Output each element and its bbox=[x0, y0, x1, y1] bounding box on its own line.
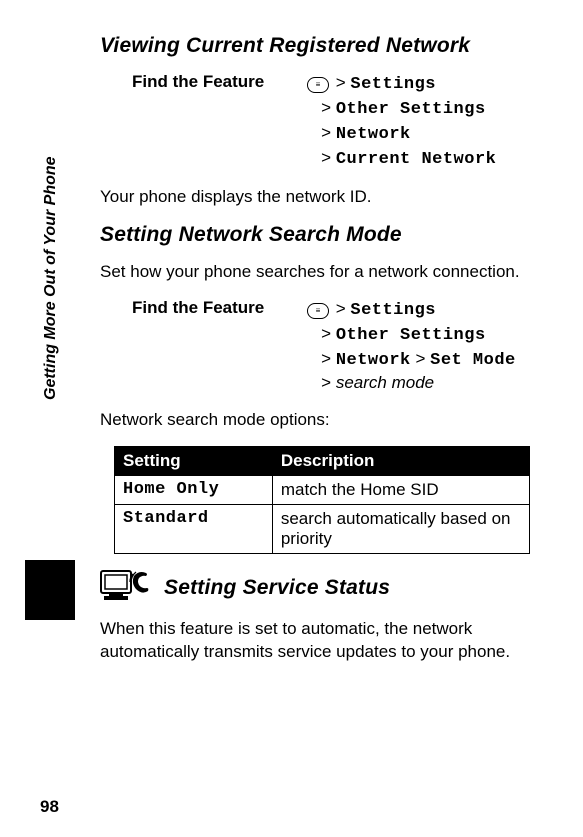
page-number: 98 bbox=[40, 797, 59, 817]
options-table: Setting Description Home Only match the … bbox=[114, 446, 530, 554]
path-step: Other Settings bbox=[336, 326, 486, 345]
setting-cell: Standard bbox=[115, 505, 273, 554]
path-step: Network bbox=[336, 125, 411, 144]
menu-path-1: ≡ > Settings > Other Settings > Network … bbox=[307, 72, 496, 172]
find-feature-label: Find the Feature bbox=[100, 72, 307, 92]
body-text: Network search mode options: bbox=[100, 409, 543, 432]
section-title-search-mode: Setting Network Search Mode bbox=[100, 223, 543, 247]
col-header-setting: Setting bbox=[115, 447, 273, 476]
description-cell: search automatically based on priority bbox=[272, 505, 530, 554]
find-feature-row-2: Find the Feature ≡ > Settings > Other Se… bbox=[100, 298, 543, 396]
section-title-viewing-network: Viewing Current Registered Network bbox=[100, 34, 543, 58]
body-text: Your phone displays the network ID. bbox=[100, 186, 543, 209]
menu-icon: ≡ bbox=[307, 77, 329, 93]
table-row: Standard search automatically based on p… bbox=[115, 505, 530, 554]
table-header-row: Setting Description bbox=[115, 447, 530, 476]
body-text: Set how your phone searches for a networ… bbox=[100, 261, 543, 284]
icon-title-row: Setting Service Status bbox=[100, 568, 543, 608]
path-step: Settings bbox=[350, 301, 436, 320]
path-step: Other Settings bbox=[336, 100, 486, 119]
computer-phone-icon bbox=[100, 568, 154, 608]
path-step-italic: search mode bbox=[336, 373, 434, 392]
side-tab bbox=[25, 560, 75, 620]
path-step: Current Network bbox=[336, 150, 497, 169]
menu-path-2: ≡ > Settings > Other Settings > Network … bbox=[307, 298, 516, 396]
path-step: Set Mode bbox=[430, 351, 516, 370]
path-step: Network bbox=[336, 351, 411, 370]
path-step: Settings bbox=[350, 75, 436, 94]
find-feature-row-1: Find the Feature ≡ > Settings > Other Se… bbox=[100, 72, 543, 172]
body-text: When this feature is set to automatic, t… bbox=[100, 618, 543, 664]
side-section-label: Getting More Out of Your Phone bbox=[42, 156, 60, 400]
page: Getting More Out of Your Phone Viewing C… bbox=[0, 0, 583, 837]
menu-icon: ≡ bbox=[307, 303, 329, 319]
section-title-service-status: Setting Service Status bbox=[164, 576, 390, 600]
description-cell: match the Home SID bbox=[272, 476, 530, 505]
table-row: Home Only match the Home SID bbox=[115, 476, 530, 505]
setting-cell: Home Only bbox=[115, 476, 273, 505]
col-header-description: Description bbox=[272, 447, 530, 476]
find-feature-label: Find the Feature bbox=[100, 298, 307, 318]
